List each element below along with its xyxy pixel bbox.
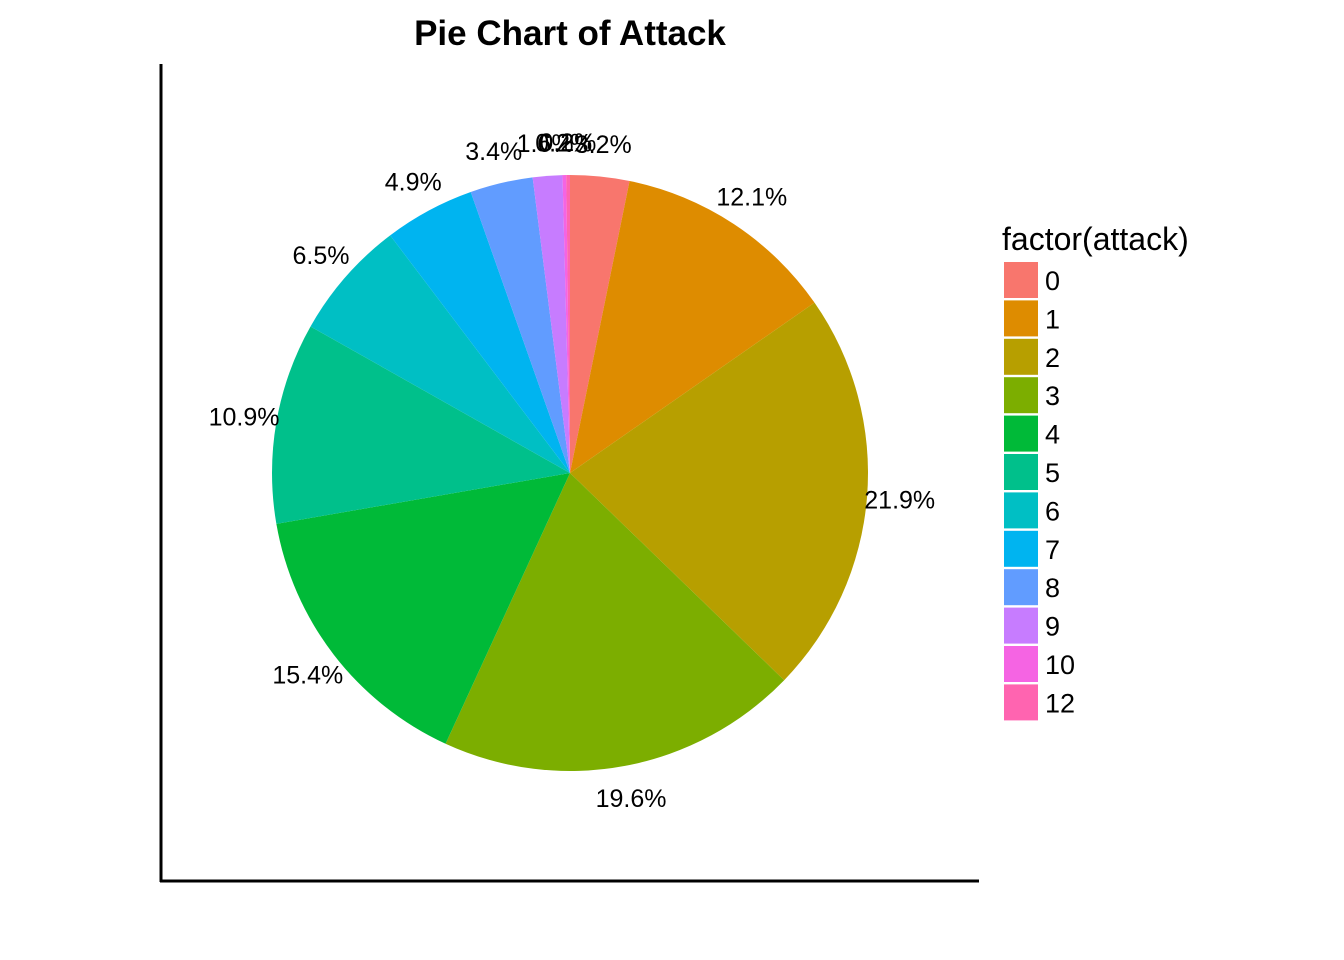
legend-label-5: 5 [1045,458,1060,488]
slice-label-10: 0.2% [535,129,592,157]
legend-swatch-3 [1004,377,1038,414]
slice-label-2: 21.9% [864,486,935,514]
legend-label-10: 10 [1045,650,1075,680]
pie-slice-5 [272,326,570,524]
legend-label-4: 4 [1045,420,1060,450]
legend-label-1: 1 [1045,304,1060,334]
slice-label-5: 10.9% [209,404,280,432]
slice-label-7: 4.9% [385,169,442,197]
pie-slices [272,175,868,771]
legend-label-8: 8 [1045,573,1060,603]
legend-label-3: 3 [1045,381,1060,411]
pie-slice-4 [276,473,570,744]
legend-label-2: 2 [1045,343,1060,373]
legend-label-7: 7 [1045,535,1060,565]
pie-slice-6 [310,235,570,473]
slice-label-1: 12.1% [716,184,787,212]
legend-swatch-7 [1004,530,1038,567]
slice-label-3: 19.6% [596,785,667,813]
chart-title: Pie Chart of Attack [414,14,726,53]
slice-label-12: 0.2% [539,129,596,157]
pie-slice-labels: 3.2% 12.1% 21.9% 19.6% 15.4% 10.9% 6.5% 4.9% 3.4… [209,129,936,813]
pie-slice-7 [390,192,570,473]
legend-label-0: 0 [1045,266,1060,296]
slice-label-9: 1.6% [517,130,574,158]
pie-slice-1 [570,181,815,473]
legend-swatch-12 [1004,684,1038,721]
pie-slice-0 [570,175,630,473]
pie-slice-3 [445,473,785,771]
pie-slice-12 [566,175,570,473]
legend-label-9: 9 [1045,612,1060,642]
slice-label-8: 3.4% [465,138,522,166]
legend-swatch-10 [1004,646,1038,682]
legend-swatch-2 [1004,338,1038,375]
pie-slice-2 [570,302,868,681]
legend-label-12: 12 [1045,688,1075,718]
slice-label-6: 6.5% [293,242,350,270]
legend-title: factor(attack) [1002,221,1189,257]
pie-slice-8 [470,177,570,473]
legend-swatch-9 [1004,607,1038,644]
slice-label-0: 3.2% [575,131,632,159]
legend-swatch-1 [1004,300,1038,337]
legend-swatch-6 [1004,492,1038,529]
legend-label-6: 6 [1045,496,1060,526]
legend-swatch-0 [1004,262,1038,298]
pie-slice-10 [562,175,570,474]
legend-swatch-5 [1004,454,1038,490]
legend-swatch-8 [1004,569,1038,606]
legend-swatch-4 [1004,415,1038,452]
slice-label-4: 15.4% [272,662,343,690]
pie-slice-9 [532,175,570,473]
